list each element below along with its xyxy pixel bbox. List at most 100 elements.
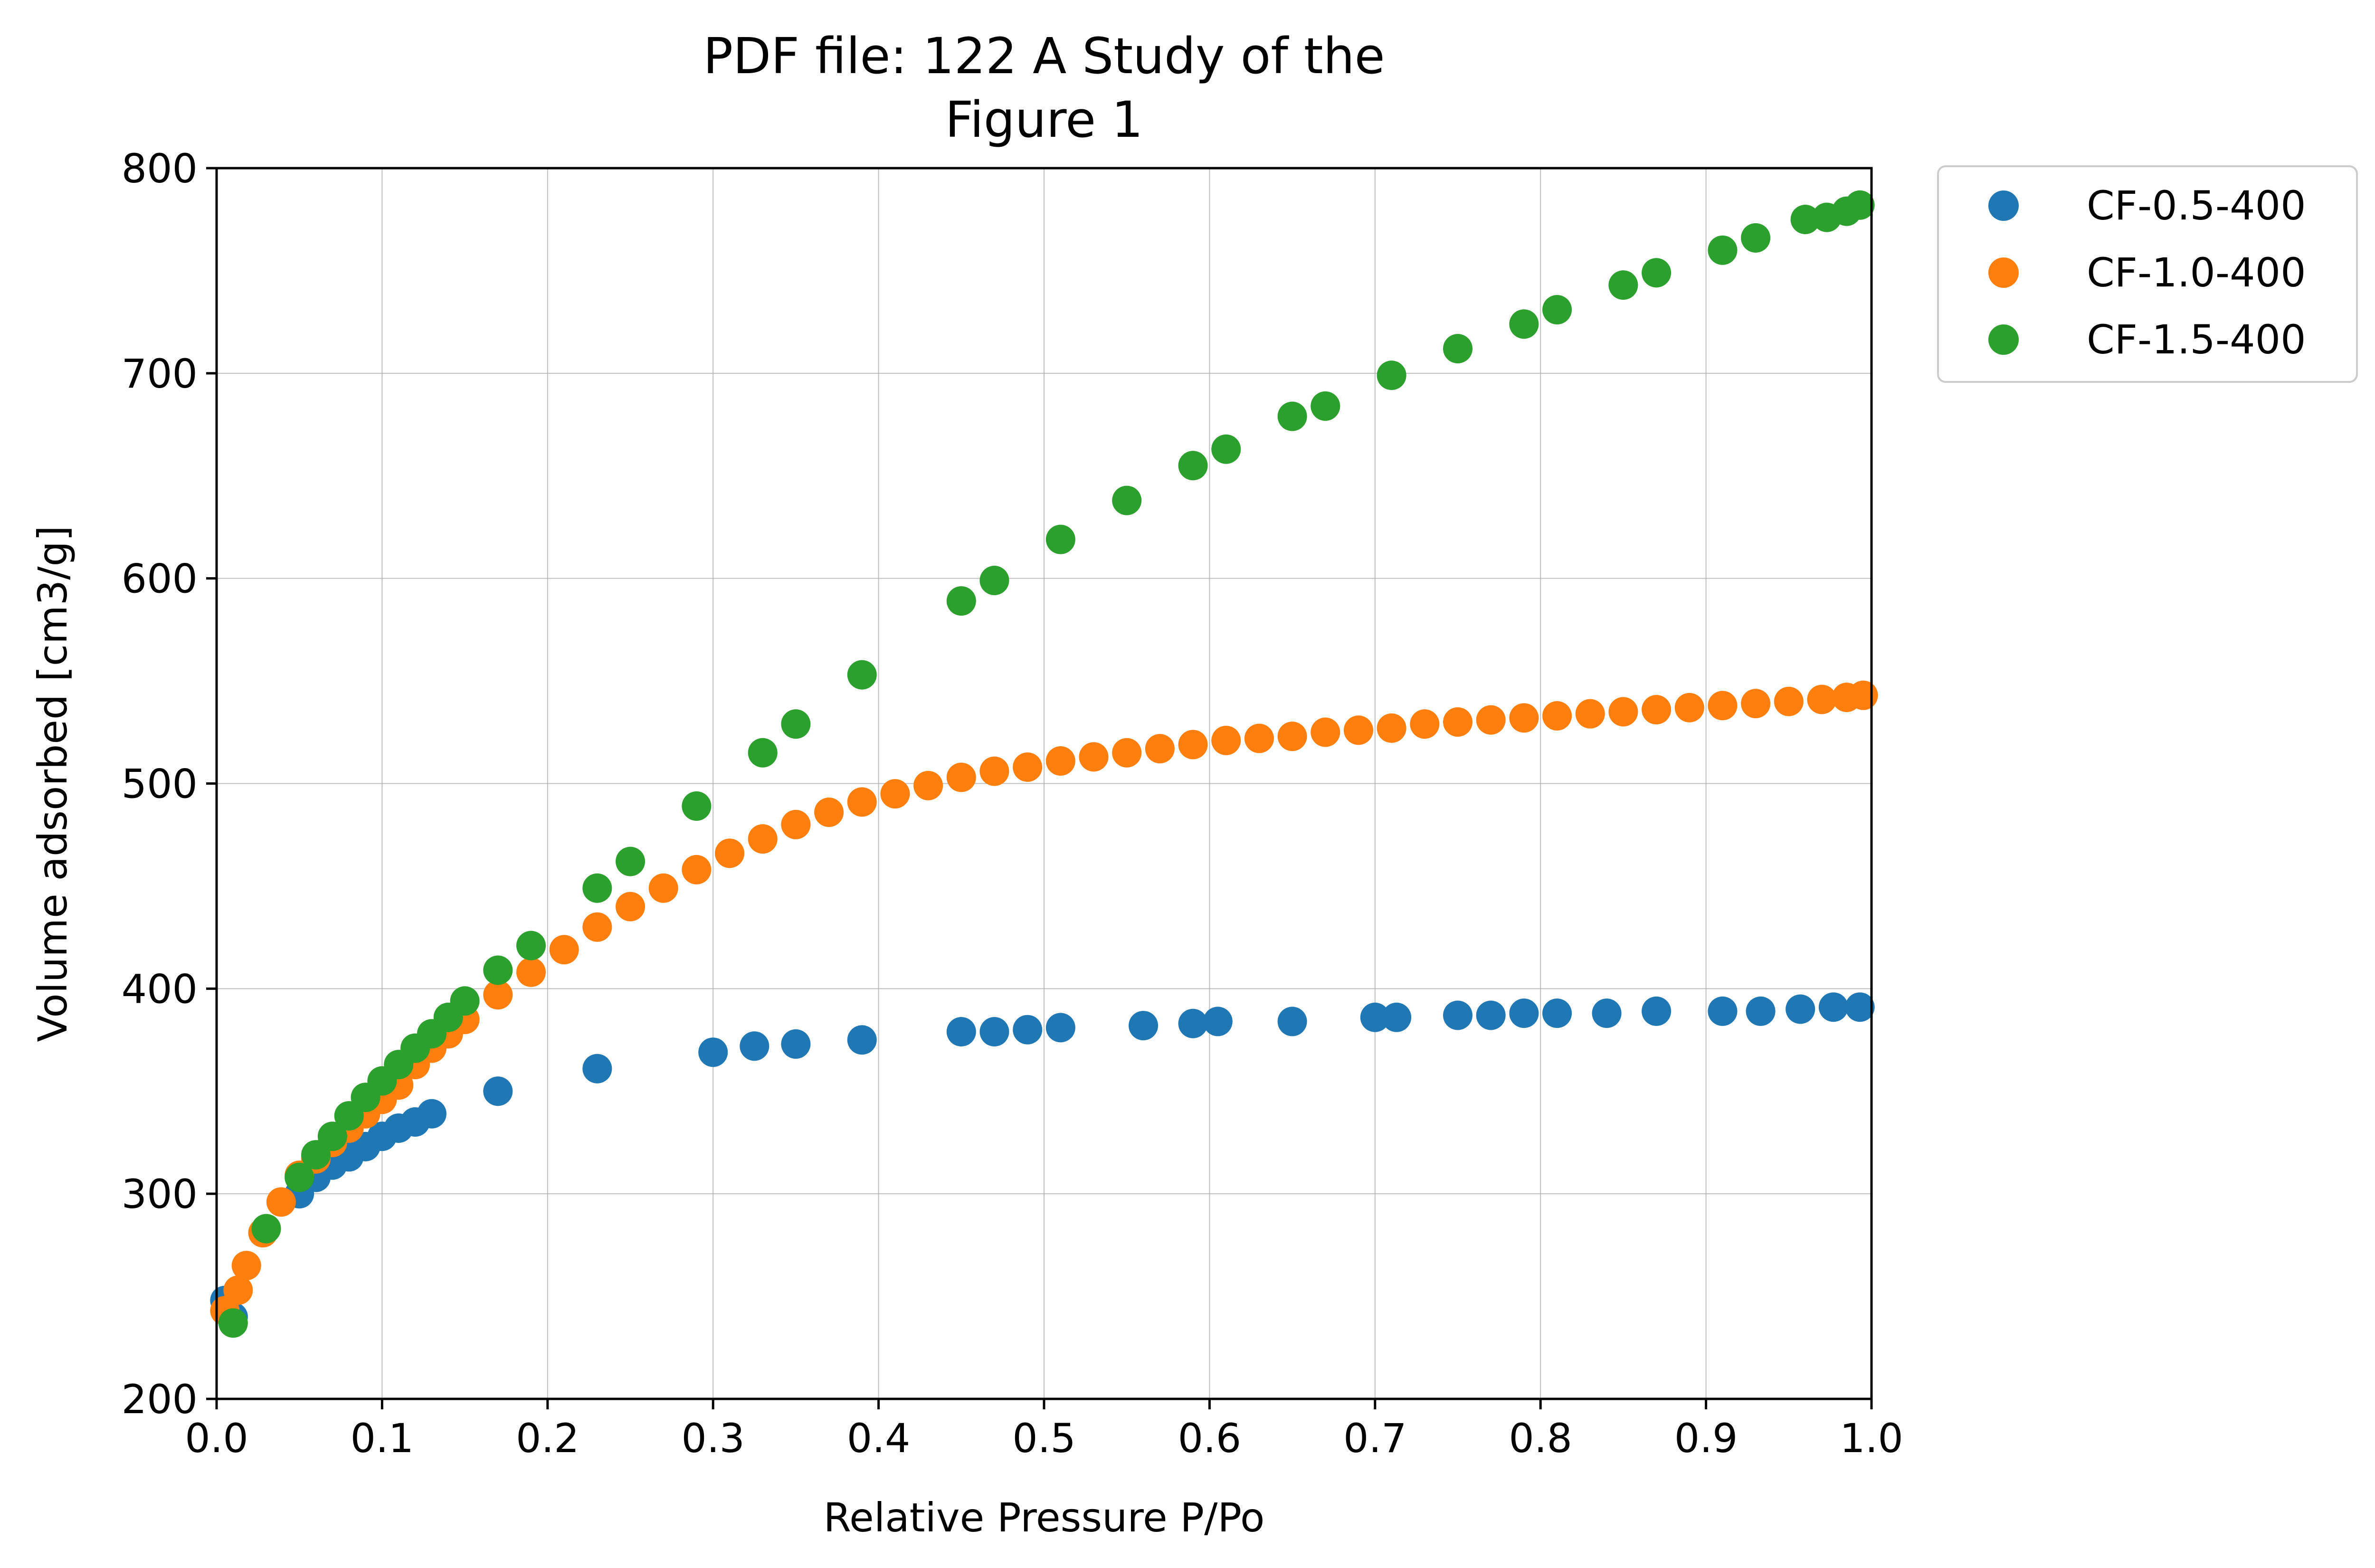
data-point-cf-0-5-400 (1013, 1015, 1043, 1045)
data-point-cf-1-0-400 (946, 762, 976, 792)
data-point-cf-1-0-400 (1642, 695, 1672, 725)
data-point-cf-1-0-400 (1410, 709, 1440, 739)
data-point-cf-1-5-400 (1277, 401, 1307, 431)
data-point-cf-1-0-400 (516, 957, 546, 987)
data-point-cf-1-0-400 (1509, 703, 1539, 733)
data-point-cf-1-5-400 (1377, 361, 1406, 390)
data-point-cf-0-5-400 (417, 1099, 446, 1129)
data-point-cf-0-5-400 (1129, 1011, 1159, 1041)
data-point-cf-1-0-400 (1542, 701, 1572, 731)
data-point-cf-1-0-400 (1311, 717, 1340, 747)
data-point-cf-1-0-400 (1708, 691, 1738, 721)
data-point-cf-1-0-400 (1774, 686, 1804, 716)
y-tick-label: 200 (122, 1376, 198, 1423)
data-point-cf-1-0-400 (1343, 715, 1373, 745)
data-point-cf-1-0-400 (1211, 725, 1241, 755)
data-point-cf-1-5-400 (616, 846, 645, 876)
data-point-cf-1-5-400 (946, 586, 976, 616)
data-point-cf-1-0-400 (1476, 705, 1506, 735)
data-point-cf-0-5-400 (483, 1076, 513, 1106)
data-point-cf-1-0-400 (1608, 697, 1638, 727)
data-point-cf-0-5-400 (1509, 998, 1539, 1028)
y-tick-label: 500 (122, 761, 198, 808)
x-tick-label: 1.0 (1840, 1415, 1903, 1462)
data-point-cf-1-5-400 (1708, 235, 1738, 265)
data-point-cf-1-5-400 (1443, 334, 1472, 364)
legend-marker-cf-1-0-400 (1988, 257, 2019, 288)
data-point-cf-0-5-400 (1746, 996, 1776, 1026)
legend-marker-cf-1-5-400 (1988, 324, 2019, 355)
x-tick-label: 0.9 (1674, 1415, 1738, 1462)
x-tick-label: 0.3 (681, 1415, 745, 1462)
legend: CF-0.5-400 CF-1.0-400 CF-1.5-400 (1937, 165, 2358, 383)
data-point-cf-1-0-400 (483, 980, 513, 1010)
data-point-cf-1-5-400 (1741, 223, 1771, 253)
data-point-cf-1-5-400 (317, 1121, 347, 1151)
data-point-cf-1-5-400 (1311, 391, 1340, 421)
data-point-cf-0-5-400 (1203, 1007, 1233, 1036)
data-point-cf-1-5-400 (748, 738, 778, 768)
data-point-cf-0-5-400 (1592, 998, 1622, 1028)
y-tick-label: 300 (122, 1171, 198, 1217)
data-point-cf-1-0-400 (1575, 699, 1605, 729)
data-point-cf-1-0-400 (1377, 713, 1406, 743)
data-point-cf-0-5-400 (946, 1017, 976, 1047)
data-point-cf-0-5-400 (847, 1025, 877, 1055)
data-point-cf-1-5-400 (1112, 485, 1142, 515)
x-tick-label: 0.2 (516, 1415, 580, 1462)
data-point-cf-1-0-400 (1848, 680, 1878, 710)
data-point-cf-1-0-400 (231, 1251, 261, 1281)
data-point-cf-1-5-400 (1608, 270, 1638, 300)
data-point-cf-1-0-400 (682, 855, 712, 884)
data-point-cf-1-5-400 (1542, 295, 1572, 324)
data-point-cf-1-5-400 (781, 709, 811, 739)
data-point-cf-0-5-400 (1178, 1008, 1208, 1038)
data-point-cf-1-5-400 (1045, 524, 1075, 554)
data-point-cf-1-0-400 (814, 797, 844, 827)
data-point-cf-1-0-400 (880, 779, 910, 809)
data-point-cf-1-5-400 (1509, 309, 1539, 339)
data-point-cf-0-5-400 (979, 1017, 1009, 1047)
data-point-cf-1-5-400 (483, 955, 513, 985)
y-tick-label: 400 (122, 966, 198, 1012)
data-point-cf-1-0-400 (1244, 723, 1274, 753)
data-point-cf-1-0-400 (648, 873, 678, 903)
y-tick-label: 600 (122, 556, 198, 602)
data-point-cf-1-5-400 (979, 565, 1009, 595)
data-point-cf-0-5-400 (1443, 1000, 1472, 1030)
data-point-cf-0-5-400 (1360, 1002, 1390, 1032)
data-point-cf-0-5-400 (1818, 992, 1848, 1022)
data-point-cf-1-0-400 (1443, 707, 1472, 737)
data-point-cf-1-0-400 (549, 935, 579, 965)
data-point-cf-1-5-400 (285, 1162, 314, 1192)
data-point-cf-1-0-400 (1079, 742, 1109, 772)
data-point-cf-0-5-400 (1642, 996, 1672, 1026)
data-point-cf-1-5-400 (1211, 434, 1241, 464)
x-tick-label: 0.5 (1012, 1415, 1076, 1462)
x-tick-label: 0.4 (847, 1415, 911, 1462)
data-point-cf-1-0-400 (979, 756, 1009, 786)
chart-subtitle: Figure 1 (945, 91, 1143, 149)
data-point-cf-0-5-400 (1786, 994, 1815, 1024)
legend-frame (1937, 165, 2358, 383)
data-point-cf-0-5-400 (1845, 992, 1875, 1022)
data-point-cf-1-0-400 (1178, 730, 1208, 760)
x-axis-label: Relative Pressure P/Po (824, 1494, 1265, 1541)
y-tick-label: 800 (122, 145, 198, 192)
chart-title: PDF file: 122 A Study of the (703, 27, 1385, 85)
data-point-cf-0-5-400 (1542, 998, 1572, 1028)
data-point-cf-1-5-400 (251, 1214, 281, 1244)
x-tick-label: 0.7 (1343, 1415, 1407, 1462)
data-point-cf-1-0-400 (582, 912, 612, 942)
x-tick-label: 0.1 (351, 1415, 414, 1462)
data-point-cf-1-0-400 (1277, 722, 1307, 751)
data-point-cf-0-5-400 (1277, 1007, 1307, 1036)
data-point-cf-1-5-400 (1845, 190, 1875, 220)
data-point-cf-0-5-400 (1476, 1000, 1506, 1030)
data-point-cf-1-0-400 (1013, 752, 1043, 782)
data-point-cf-0-5-400 (1045, 1013, 1075, 1043)
axis-ticks: 0.0 0.1 0.2 0.3 0.4 0.5 0.6 0.7 0.8 0.9 1.0 200 300 4… (122, 145, 1903, 1462)
data-point-cf-1-5-400 (1642, 258, 1672, 288)
data-point-cf-1-5-400 (1178, 451, 1208, 481)
